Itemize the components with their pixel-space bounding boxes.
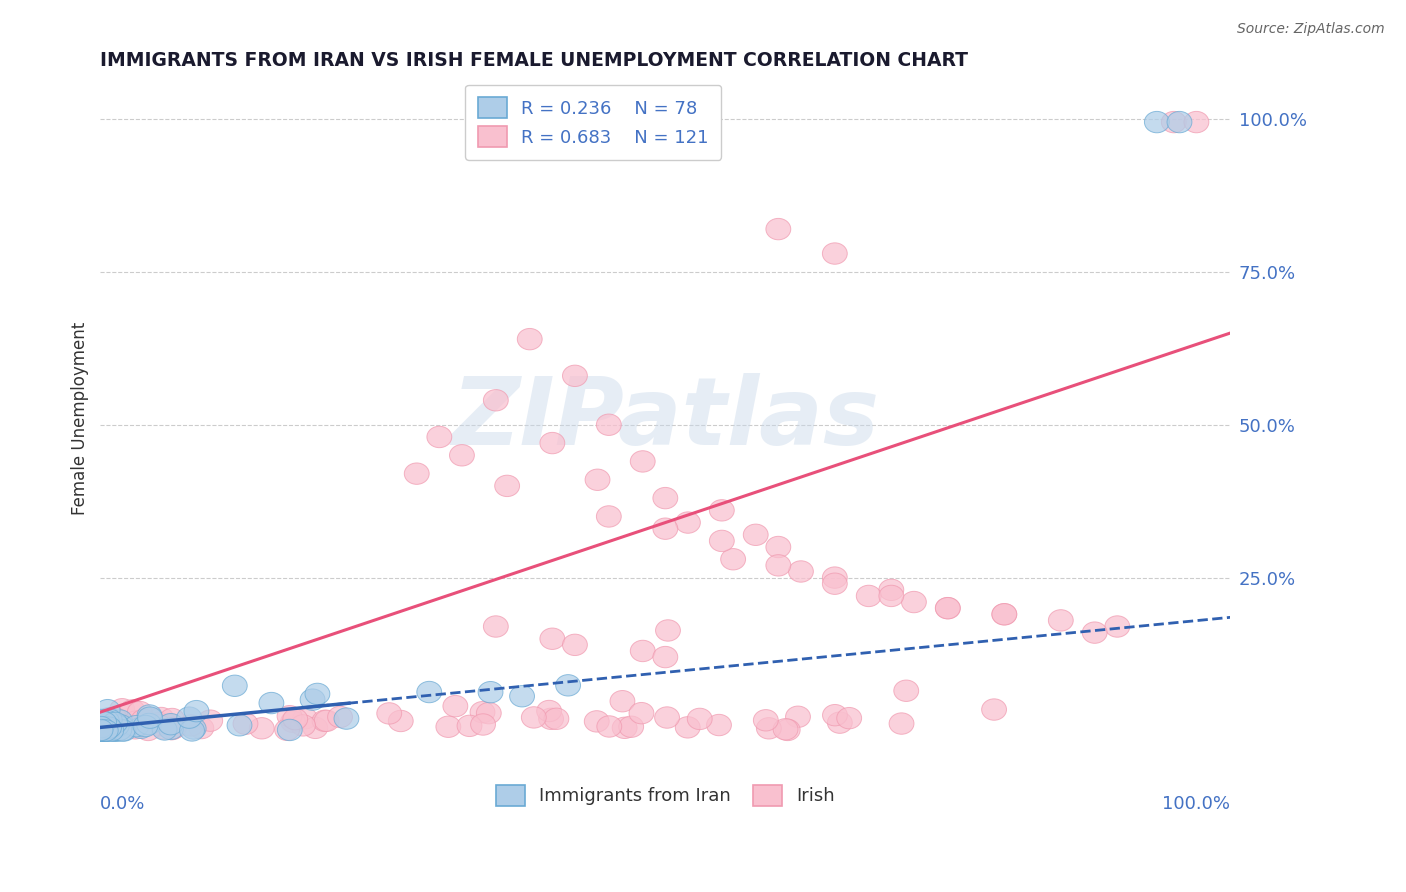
Text: IMMIGRANTS FROM IRAN VS IRISH FEMALE UNEMPLOYMENT CORRELATION CHART: IMMIGRANTS FROM IRAN VS IRISH FEMALE UNE… xyxy=(100,51,969,70)
Text: 0.0%: 0.0% xyxy=(100,796,146,814)
Text: ZIPatlas: ZIPatlas xyxy=(451,373,879,465)
Y-axis label: Female Unemployment: Female Unemployment xyxy=(72,322,89,516)
Legend: Immigrants from Iran, Irish: Immigrants from Iran, Irish xyxy=(489,778,842,814)
Text: 100.0%: 100.0% xyxy=(1163,796,1230,814)
Text: Source: ZipAtlas.com: Source: ZipAtlas.com xyxy=(1237,22,1385,37)
